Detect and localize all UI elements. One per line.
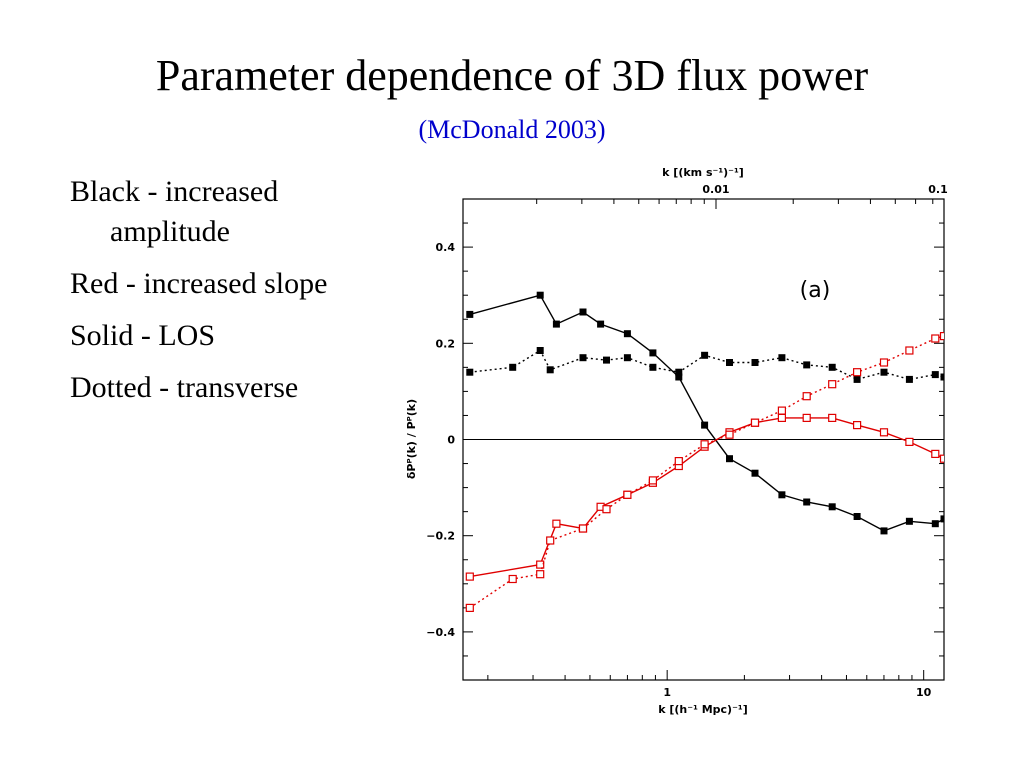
data-point [940,373,944,381]
data-point [803,498,811,506]
x-tick-label: 1 [663,686,671,699]
data-point [905,375,913,383]
data-point [509,363,517,371]
data-point [939,332,944,341]
y-axis-label: δPᴾ(k) / Pᴾ(k) [405,399,418,479]
data-point [905,346,914,355]
data-point [579,308,587,316]
x-tick-label: 10 [916,686,932,699]
bullet-list: Black - increased amplitude Red - increa… [70,172,370,420]
data-point [802,392,811,401]
data-point [828,380,837,389]
data-point [648,476,658,485]
data-point [649,349,657,357]
data-point [777,406,787,415]
data-point [552,519,561,528]
slide-subtitle: (McDonald 2003) [418,115,606,144]
y-tick-label: 0.2 [436,337,456,350]
data-point [879,428,889,437]
data-point [623,490,632,499]
data-point [726,359,733,366]
data-point [751,359,759,366]
data-point [546,366,554,374]
data-point [508,574,517,584]
top-axis-label: k [(km s⁻¹)⁻¹] [662,166,744,179]
data-point [880,368,888,376]
data-point [828,503,836,511]
data-point [465,572,474,581]
data-point [552,320,560,328]
data-point [852,368,862,377]
data-point [905,437,914,446]
bullet-item: Solid - LOS [70,319,216,352]
data-point [853,375,861,383]
bullet-item: Dotted - transverse [70,371,299,404]
data-point [466,368,474,376]
data-point [536,347,544,354]
data-point [536,570,545,579]
bullet-item: Red - increased slope [70,267,328,300]
data-point [803,361,811,369]
x-axis-label: k [(h⁻¹ Mpc)⁻¹] [658,703,748,716]
top-tick-label: 0.1 [928,183,948,196]
data-point [597,320,605,328]
data-point [465,603,474,613]
data-point [777,413,787,422]
data-point [802,413,811,422]
data-point [623,330,631,338]
data-point [603,356,610,364]
panel-label: (a) [800,278,831,303]
data-point [536,291,544,299]
data-point [940,515,944,523]
data-point [931,520,939,528]
data-point [880,527,888,535]
y-tick-label: 0.4 [436,241,456,254]
series-group [465,291,944,613]
y-tick-label: −0.2 [426,530,455,543]
data-point [828,413,837,422]
data-point [674,457,683,466]
data-point [675,373,683,381]
y-tick-label: 0 [447,434,455,447]
data-point [701,351,709,359]
data-point [828,363,836,371]
data-point [750,418,760,427]
data-point [579,354,587,362]
data-point [879,358,889,367]
data-point [700,440,709,449]
data-point [905,517,913,525]
data-point [725,430,734,439]
data-point [536,560,545,569]
top-tick-label: 0.01 [702,183,729,196]
data-point [931,334,940,343]
data-point [649,363,657,371]
data-point [931,371,939,379]
data-point [701,421,709,429]
series-line [469,335,944,609]
slide-title: Parameter dependence of 3D flux power [155,51,869,100]
data-point [546,536,555,545]
series-line [469,294,944,532]
data-point [778,354,786,362]
bullet-item: Black - increased amplitude [70,175,279,248]
data-point [853,513,861,520]
data-point [623,354,631,362]
data-point [751,469,759,477]
data-point [578,524,588,533]
data-point [939,454,944,463]
data-point [726,455,733,463]
data-point [778,491,786,499]
data-point [466,310,474,318]
data-point [675,368,683,376]
data-point [931,449,940,458]
data-point [602,505,611,514]
y-tick-label: −0.4 [426,626,455,639]
data-point [852,421,862,430]
